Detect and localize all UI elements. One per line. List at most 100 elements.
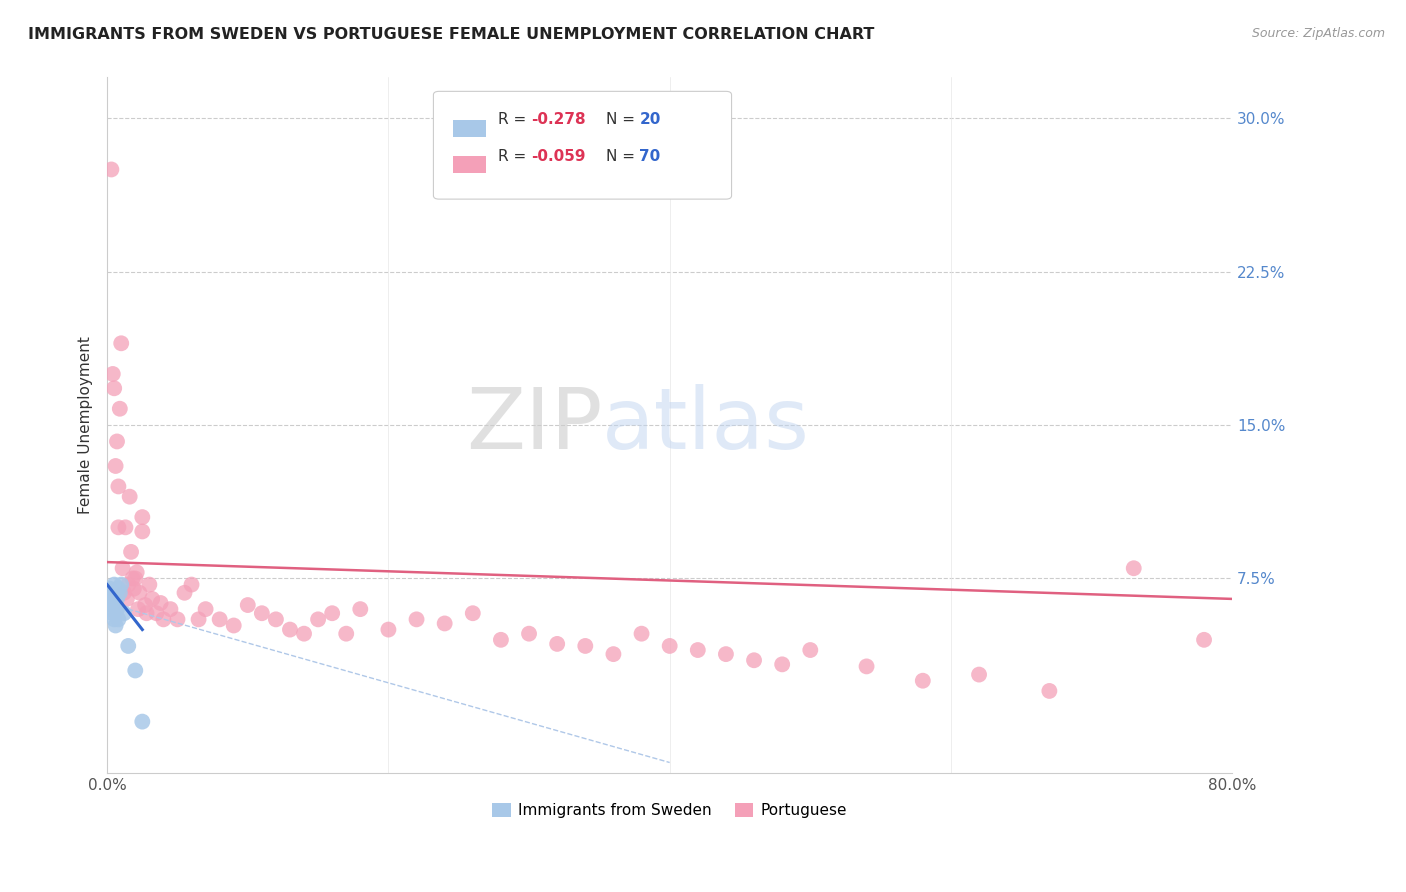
Point [222, 618, 245, 632]
Point [101, 598, 124, 612]
Text: ZIP: ZIP [465, 384, 602, 467]
Point [461, 606, 484, 620]
Point [103, 577, 125, 591]
Point [1192, 632, 1215, 647]
Point [1122, 561, 1144, 575]
Point [105, 602, 128, 616]
FancyBboxPatch shape [453, 120, 486, 136]
Point [135, 606, 157, 620]
Point [405, 612, 427, 626]
Point [112, 586, 135, 600]
FancyBboxPatch shape [453, 156, 486, 173]
Point [120, 545, 142, 559]
Text: -0.059: -0.059 [531, 148, 586, 163]
Point [377, 623, 399, 637]
Point [799, 643, 821, 657]
Text: N =: N = [606, 148, 640, 163]
Point [125, 566, 148, 580]
Point [128, 586, 150, 600]
Point [489, 632, 512, 647]
Point [208, 612, 231, 626]
Point [107, 582, 129, 596]
Point [517, 626, 540, 640]
Point [101, 367, 124, 381]
Point [97, 586, 120, 600]
Point [122, 582, 145, 596]
Point [236, 598, 259, 612]
Point [121, 572, 143, 586]
Point [111, 561, 134, 575]
Point [602, 647, 624, 661]
Point [145, 606, 167, 620]
Point [1038, 684, 1060, 698]
Point [770, 657, 793, 672]
Point [117, 577, 139, 591]
Point [107, 479, 129, 493]
Text: Source: ZipAtlas.com: Source: ZipAtlas.com [1251, 27, 1385, 40]
Point [104, 458, 127, 473]
Point [108, 401, 131, 416]
FancyBboxPatch shape [433, 91, 731, 199]
Point [742, 653, 765, 667]
Text: R =: R = [498, 112, 530, 128]
Point [292, 626, 315, 640]
Point [855, 659, 877, 673]
Point [159, 602, 181, 616]
Point [108, 586, 131, 600]
Point [98, 582, 121, 596]
Point [103, 381, 125, 395]
Text: R =: R = [498, 148, 530, 163]
Point [574, 639, 596, 653]
Point [658, 639, 681, 653]
Point [180, 577, 202, 591]
Point [546, 637, 568, 651]
Point [131, 510, 153, 524]
Point [967, 667, 990, 681]
Point [117, 639, 139, 653]
Point [335, 626, 357, 640]
Point [101, 606, 124, 620]
Point [114, 520, 136, 534]
Point [103, 612, 125, 626]
Point [104, 618, 127, 632]
Y-axis label: Female Unemployment: Female Unemployment [79, 336, 93, 514]
Point [264, 612, 287, 626]
Point [100, 602, 122, 616]
Point [105, 434, 128, 449]
Point [134, 598, 156, 612]
Point [166, 612, 188, 626]
Point [112, 606, 135, 620]
Point [100, 162, 122, 177]
Point [100, 591, 122, 606]
Point [104, 586, 127, 600]
Point [911, 673, 934, 688]
Point [149, 596, 172, 610]
Point [433, 616, 456, 631]
Text: 20: 20 [640, 112, 661, 128]
Text: -0.278: -0.278 [531, 112, 586, 128]
Point [110, 577, 132, 591]
Point [138, 577, 160, 591]
Point [127, 602, 149, 616]
Text: atlas: atlas [602, 384, 810, 467]
Legend: Immigrants from Sweden, Portuguese: Immigrants from Sweden, Portuguese [486, 797, 853, 824]
Point [124, 664, 146, 678]
Point [118, 490, 141, 504]
Point [250, 606, 273, 620]
Point [152, 612, 174, 626]
Point [349, 602, 371, 616]
Point [321, 606, 343, 620]
Point [714, 647, 737, 661]
Point [187, 612, 209, 626]
Point [630, 626, 652, 640]
Point [105, 591, 128, 606]
Point [686, 643, 709, 657]
Point [107, 520, 129, 534]
Point [131, 714, 153, 729]
Point [110, 336, 132, 351]
Point [194, 602, 217, 616]
Point [115, 591, 138, 606]
Point [124, 572, 146, 586]
Point [307, 612, 329, 626]
Text: IMMIGRANTS FROM SWEDEN VS PORTUGUESE FEMALE UNEMPLOYMENT CORRELATION CHART: IMMIGRANTS FROM SWEDEN VS PORTUGUESE FEM… [28, 27, 875, 42]
